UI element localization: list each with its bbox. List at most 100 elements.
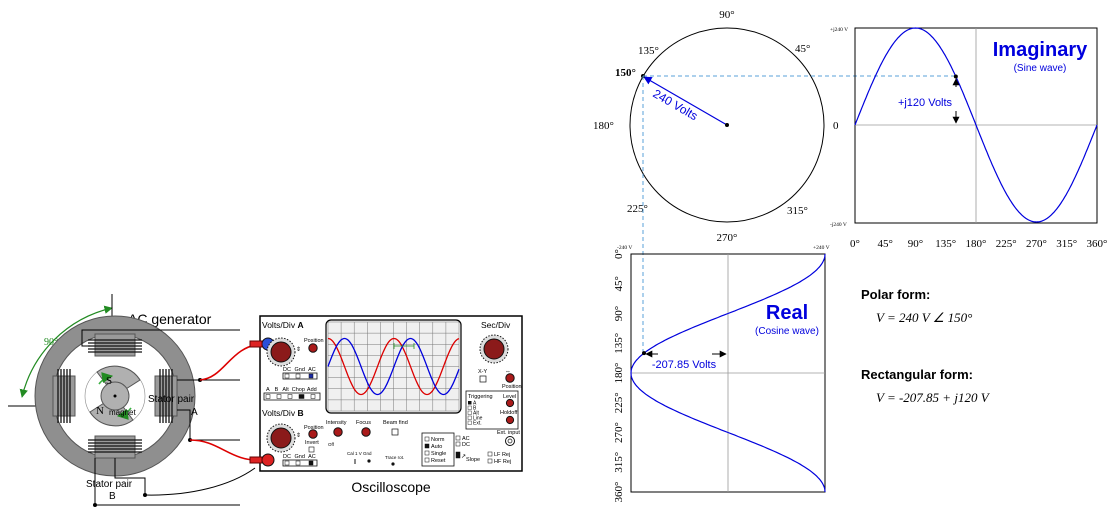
xy-button[interactable] — [479, 375, 487, 383]
trigger-coupling: AC DC ↗ Slope — [455, 435, 480, 463]
trigger-dc-button[interactable] — [455, 441, 461, 447]
stator-a-label-line1: Stator pair — [148, 394, 195, 405]
sine-x-tick-label: 270° — [1026, 238, 1047, 250]
sine-x-tick-label: 45° — [878, 238, 893, 250]
polar-form-title: Polar form: — [861, 287, 930, 302]
cosine-y-tick-label: 360° — [613, 482, 625, 503]
coupling-a-gnd[interactable] — [295, 373, 301, 379]
invert-button[interactable] — [308, 446, 315, 453]
beam-find-button[interactable] — [391, 428, 399, 436]
coupling-b-dc[interactable] — [284, 460, 290, 466]
trigger-filters: LF Rej HF Rej — [487, 451, 511, 465]
sec-div-knob[interactable] — [483, 338, 505, 360]
triggering-label: Triggering — [468, 394, 493, 400]
trig-src-alt-button[interactable] — [467, 410, 472, 415]
angle-180-label: 180° — [593, 120, 614, 132]
cosine-graph-subtitle: (Cosine wave) — [755, 326, 819, 337]
sine-graph-subtitle: (Sine wave) — [1014, 63, 1067, 74]
coupling-a-dc[interactable] — [284, 373, 290, 379]
vertical-mode-labels: A B Alt Chop Add — [266, 387, 317, 393]
cosine-y-tick-label: 90° — [613, 306, 625, 321]
trig-src-a-button[interactable] — [468, 401, 472, 405]
position-b-knob[interactable] — [308, 429, 318, 439]
trace-rot-label: Trace rot. — [385, 455, 404, 460]
trig-src-a-label: A — [473, 401, 477, 407]
angle-135-label: 135° — [638, 45, 659, 57]
stator-a-label-line2: A — [191, 407, 198, 418]
channel-a-probe-plug — [249, 340, 263, 348]
horizontal-position-knob[interactable] — [505, 373, 515, 383]
slope-label: Slope — [466, 457, 480, 463]
phasor-diagram: 90° 45° 135° 150° 180° 0 225° 315° 270° … — [593, 9, 839, 244]
pole-bottom — [94, 435, 136, 459]
probe-a-signal-wire — [199, 343, 263, 381]
sine-y-max-label: +j240 V — [830, 27, 848, 33]
position-a-label: Position — [304, 338, 324, 344]
holdoff-label: Holdoff — [500, 410, 518, 416]
stator-windings — [57, 339, 173, 453]
off-label: Off — [328, 442, 335, 447]
sine-value-dot — [953, 74, 958, 79]
sine-x-tick-label: 90° — [908, 238, 923, 250]
coupling-b-gnd[interactable] — [295, 460, 301, 466]
sine-wave-curve — [854, 27, 1098, 223]
sweep-single-button[interactable] — [424, 450, 430, 456]
focus-knob[interactable] — [361, 427, 371, 437]
angle-270-label: 270° — [717, 232, 738, 244]
rotation-arrow-1 — [98, 372, 114, 385]
sweep-norm-button[interactable] — [424, 436, 430, 442]
rectangular-form-title: Rectangular form: — [861, 367, 973, 382]
coupling-a-ac[interactable] — [308, 373, 314, 379]
oscilloscope-label: Oscilloscope — [351, 479, 431, 495]
holdoff-knob[interactable] — [505, 415, 515, 425]
sine-x-tick-label: 315° — [1056, 238, 1077, 250]
sine-x-tick-label: 135° — [935, 238, 956, 250]
angle-label: 90° — [44, 337, 58, 348]
cosine-value-dot — [641, 351, 646, 356]
sine-x-tick-labels: 0° 45° 90° 135° 180° 225° 270° 315° 360° — [850, 238, 1107, 250]
scope-trace-channel-b — [327, 337, 460, 396]
cosine-y-tick-label: 45° — [613, 276, 625, 291]
sine-graph-title: Imaginary — [993, 39, 1088, 61]
level-label: Level — [503, 394, 516, 400]
position-horizontal-arrows-icon: ⇔ — [505, 369, 511, 375]
trigger-ac-button[interactable] — [455, 435, 461, 441]
coupling-b-ac[interactable] — [308, 460, 314, 466]
phasor-origin-dot — [725, 123, 729, 127]
angle-0-label: 0 — [833, 120, 839, 132]
level-knob[interactable] — [505, 398, 515, 408]
sweep-auto-button[interactable] — [424, 443, 430, 449]
position-a-knob[interactable] — [308, 343, 318, 353]
cosine-y-tick-label: 315° — [613, 452, 625, 473]
sine-value-label: +j120 Volts — [898, 97, 953, 109]
trig-src-b-button[interactable] — [467, 405, 472, 410]
angle-90-label: 90° — [719, 9, 734, 21]
triggering-panel — [465, 390, 519, 430]
probe-b-ground-wire — [144, 467, 256, 496]
pole-top — [94, 333, 136, 357]
beam-find-label: Beam find — [383, 420, 408, 426]
trigger-ac-label: AC — [462, 436, 470, 442]
lf-rej-button[interactable] — [487, 451, 493, 457]
trig-src-line-button[interactable] — [467, 415, 472, 420]
trigger-source-list: A B Alt Line Ext. — [467, 401, 483, 427]
cosine-y-tick-label: 0° — [613, 249, 625, 259]
sweep-reset-button[interactable] — [424, 457, 430, 463]
trig-src-ext-button[interactable] — [467, 420, 472, 425]
phasor-angle-labels: 90° 45° 135° 150° 180° 0 225° 315° 270° — [593, 9, 839, 244]
volts-div-a-knob[interactable] — [270, 341, 292, 363]
cosine-graph: -240 V +240 V Real (Cosine wave) -207.85… — [613, 245, 830, 502]
hf-rej-button[interactable] — [487, 458, 493, 464]
slope-button[interactable] — [455, 451, 461, 459]
gnd-terminal[interactable] — [367, 459, 371, 463]
position-b-label: Position — [304, 425, 324, 431]
trigger-dc-label: DC — [462, 442, 470, 448]
volts-div-b-knob[interactable] — [270, 427, 292, 449]
vertical-mode-buttons[interactable] — [265, 394, 316, 399]
phase-shift-marker — [393, 343, 415, 349]
trace-rot-adjust[interactable] — [391, 462, 395, 466]
volts-div-a-label: Volts/Div A — [262, 320, 304, 330]
channel-b-input-jack[interactable] — [261, 453, 275, 467]
intensity-knob[interactable] — [333, 427, 343, 437]
